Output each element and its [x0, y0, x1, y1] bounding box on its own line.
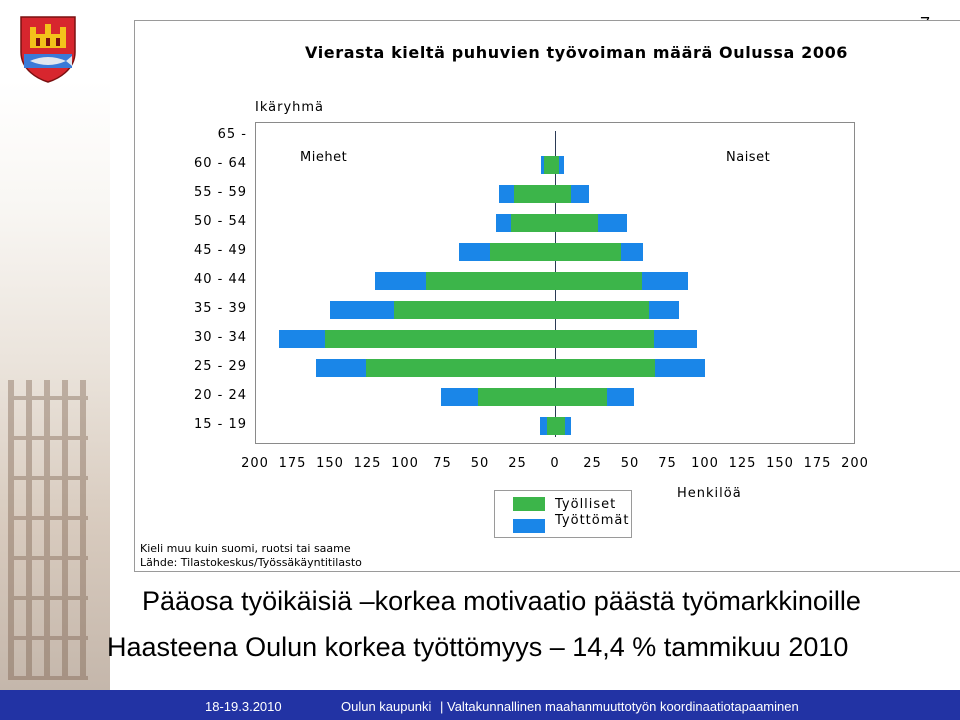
bar-men-unemployed — [539, 417, 547, 435]
bar-women-employed — [556, 359, 655, 377]
footer-date: 18-19.3.2010 — [205, 699, 282, 714]
bar-women-employed — [556, 272, 642, 290]
footer-event: | Valtakunnallinen maahanmuuttotyön koor… — [440, 699, 799, 714]
bar-men-employed — [544, 156, 556, 174]
x-tick-label: 175 — [803, 456, 832, 471]
headline-1: Pääosa työikäisiä –korkea motivaatio pää… — [142, 586, 861, 616]
bar-men-employed — [478, 388, 556, 406]
category-label: 55 - 59 — [193, 185, 247, 200]
category-label: 35 - 39 — [193, 301, 247, 316]
bar-women-unemployed — [565, 417, 571, 435]
background-photo-strip — [0, 80, 110, 720]
legend-label-employed: Työlliset — [555, 497, 617, 512]
bar-men-unemployed — [316, 359, 366, 377]
legend-swatch-employed — [513, 497, 545, 511]
bar-men-unemployed — [541, 156, 544, 174]
bar-women-employed — [556, 301, 649, 319]
headline-2: Haasteena Oulun korkea työttömyys – 14,4… — [107, 632, 849, 662]
bar-men-employed — [490, 243, 556, 261]
category-label: 50 - 54 — [193, 214, 247, 229]
x-tick-label: 75 — [658, 456, 677, 471]
bar-men-employed — [425, 272, 556, 290]
bar-women-unemployed — [655, 359, 705, 377]
x-tick-label: 25 — [583, 456, 602, 471]
x-tick-label: 175 — [278, 456, 307, 471]
bar-men-employed — [514, 185, 556, 203]
bar-women-unemployed — [571, 185, 589, 203]
x-tick-label: 75 — [433, 456, 452, 471]
category-label: 65 - — [217, 127, 247, 142]
bar-women-unemployed — [598, 214, 627, 232]
bar-men-employed — [365, 359, 556, 377]
legend-swatch-unemployed — [513, 519, 545, 533]
x-tick-label: 150 — [316, 456, 344, 471]
x-tick-label: 100 — [691, 456, 719, 471]
x-axis-label: Henkilöä — [677, 486, 742, 501]
bar-women-employed — [556, 243, 621, 261]
category-label: 45 - 49 — [193, 243, 247, 258]
building-facade-photo — [8, 380, 88, 680]
legend-label-unemployed: Työttömät — [555, 513, 630, 528]
bar-men-unemployed — [499, 185, 514, 203]
y-axis-label: Ikäryhmä — [255, 100, 325, 115]
category-label: 15 - 19 — [193, 417, 247, 432]
x-tick-label: 150 — [766, 456, 794, 471]
bar-women-unemployed — [649, 301, 679, 319]
source-note-language: Kieli muu kuin suomi, ruotsi tai saame — [140, 542, 351, 555]
x-tick-label: 125 — [353, 456, 382, 471]
bar-men-unemployed — [374, 272, 426, 290]
x-tick-label: 0 — [550, 456, 560, 471]
bar-women-unemployed — [620, 243, 643, 261]
bar-men-unemployed — [278, 330, 325, 348]
footer-bar — [0, 690, 960, 720]
category-label: 20 - 24 — [193, 388, 247, 403]
bar-women-employed — [556, 388, 607, 406]
bar-women-employed — [556, 330, 654, 348]
category-label: 25 - 29 — [193, 359, 247, 374]
x-tick-label: 50 — [470, 456, 490, 471]
source-note-origin: Lähde: Tilastokeskus/Työssäkäyntitilasto — [140, 556, 362, 569]
bar-women-unemployed — [607, 388, 634, 406]
footer-org: Oulun kaupunki — [341, 699, 432, 714]
x-tick-label: 50 — [620, 456, 640, 471]
bar-women-employed — [556, 417, 565, 435]
bar-women-unemployed — [653, 330, 697, 348]
oulu-coat-of-arms-icon — [20, 16, 76, 83]
category-label: 40 - 44 — [193, 272, 247, 287]
bar-men-unemployed — [329, 301, 394, 319]
bar-men-unemployed — [458, 243, 490, 261]
x-tick-label: 125 — [728, 456, 757, 471]
bar-women-employed — [556, 185, 571, 203]
bar-women-employed — [556, 214, 598, 232]
bar-men-unemployed — [440, 388, 478, 406]
bar-men-employed — [511, 214, 556, 232]
x-tick-label: 200 — [241, 456, 269, 471]
category-label: 60 - 64 — [193, 156, 247, 171]
category-label: 30 - 34 — [193, 330, 247, 345]
bar-men-employed — [325, 330, 556, 348]
chart-frame — [134, 20, 960, 572]
chart-title: Vierasta kieltä puhuvien työvoiman määrä… — [305, 43, 849, 62]
bar-women-employed — [556, 156, 559, 174]
plot-area: Miehet Naiset — [255, 122, 855, 444]
bar-women-unemployed — [559, 156, 564, 174]
bar-men-unemployed — [496, 214, 511, 232]
legend: Työlliset Työttömät — [494, 490, 632, 538]
women-label: Naiset — [726, 150, 771, 165]
bar-men-employed — [394, 301, 556, 319]
x-tick-label: 100 — [391, 456, 419, 471]
men-label: Miehet — [300, 150, 348, 165]
bar-women-unemployed — [641, 272, 688, 290]
bar-men-employed — [547, 417, 556, 435]
x-tick-label: 25 — [508, 456, 527, 471]
x-tick-label: 200 — [841, 456, 869, 471]
